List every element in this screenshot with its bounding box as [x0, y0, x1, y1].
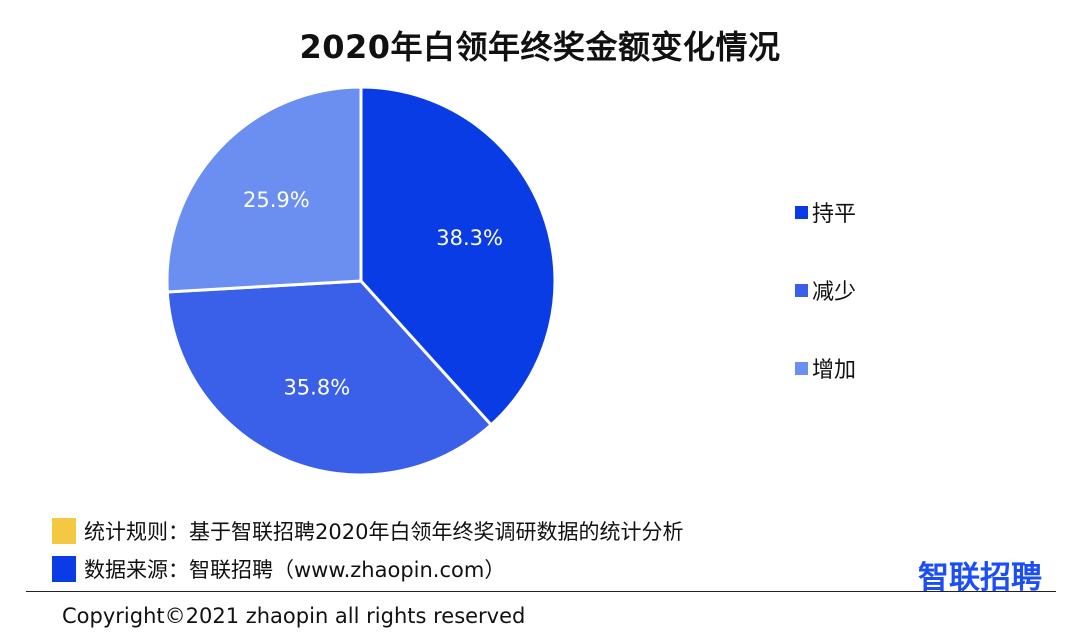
pie-slice-decrease — [165, 279, 494, 477]
chart-title: 2020年白领年终奖金额变化情况 — [299, 28, 781, 66]
legend-label-decrease: 减少 — [812, 280, 857, 305]
legend-swatch-decrease — [795, 283, 808, 297]
legend-label-increase: 增加 — [812, 358, 857, 383]
footnote-source-text: 数据来源：智联招聘（www.zhaopin.com） — [84, 558, 506, 582]
pie-slice-flat — [359, 85, 557, 428]
pie-data-label-increase: 25.9% — [243, 188, 310, 212]
legend-item-decrease: 减少 — [795, 274, 856, 306]
copyright-text: Copyright©2021 zhaopin all rights reserv… — [62, 604, 526, 628]
footer-divider — [26, 591, 1056, 592]
footnote-rule-text: 统计规则：基于智联招聘2020年白领年终奖调研数据的统计分析 — [84, 520, 684, 544]
legend-swatch-increase — [795, 361, 808, 375]
pie-data-label-decrease: 35.8% — [283, 376, 350, 400]
pie-data-label-flat: 38.3% — [436, 226, 503, 250]
legend-item-flat: 持平 — [795, 196, 856, 228]
legend-label-flat: 持平 — [812, 202, 857, 227]
footnote-rule-marker — [52, 518, 76, 544]
legend-swatch-flat — [795, 205, 808, 219]
footnote-source: 数据来源：智联招聘（www.zhaopin.com） — [52, 554, 505, 584]
pie-slice-increase — [165, 85, 363, 294]
pie-chart: 38.3% 35.8% 25.9% — [165, 85, 557, 477]
footnote-rule: 统计规则：基于智联招聘2020年白领年终奖调研数据的统计分析 — [52, 516, 683, 546]
footnote-source-marker — [52, 556, 76, 582]
legend-item-increase: 增加 — [795, 352, 856, 384]
brand-logo: 智联招聘 — [918, 560, 1042, 596]
